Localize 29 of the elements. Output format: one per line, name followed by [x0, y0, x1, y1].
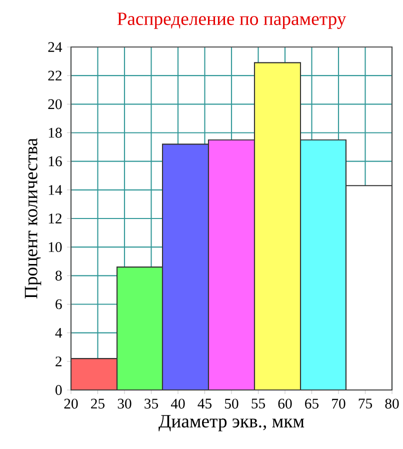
x-tick-label: 75 — [358, 398, 372, 408]
x-axis-title: Диаметр экв., мкм — [158, 415, 304, 432]
x-tick-label: 40 — [170, 398, 185, 409]
y-tick-label: 10 — [48, 242, 62, 252]
x-tick-label: 55 — [252, 398, 266, 408]
y-tick-label: 24 — [48, 42, 62, 52]
y-tick-label: 0 — [56, 385, 62, 395]
y-tick-label: 22 — [48, 70, 62, 80]
y-tick-label: 4 — [55, 328, 62, 338]
y-axis-title: Процент количества — [24, 138, 42, 299]
y-tick-label: 12 — [48, 214, 62, 224]
y-tick-label: 8 — [56, 270, 62, 281]
y-tick-label: 16 — [48, 156, 62, 166]
x-tick-label: 60 — [278, 398, 292, 409]
y-tick-label: 6 — [56, 299, 62, 310]
x-tick-label: 45 — [198, 398, 212, 409]
x-tick-label: 20 — [64, 398, 78, 409]
y-tick-label: 20 — [48, 99, 62, 110]
x-tick-label: 25 — [91, 398, 105, 409]
y-tick-label: 18 — [48, 128, 62, 138]
x-tick-label: 65 — [305, 398, 319, 409]
x-tick-label: 80 — [385, 398, 399, 409]
x-tick-label: 30 — [118, 398, 132, 409]
x-tick-label: 35 — [144, 398, 158, 409]
x-tick-label: 50 — [225, 398, 238, 409]
chart-title: Распределение по параметру — [117, 12, 346, 29]
x-tick-label: 70 — [332, 398, 346, 409]
y-tick-label: 2 — [56, 356, 62, 366]
y-tick-label: 14 — [48, 185, 62, 195]
